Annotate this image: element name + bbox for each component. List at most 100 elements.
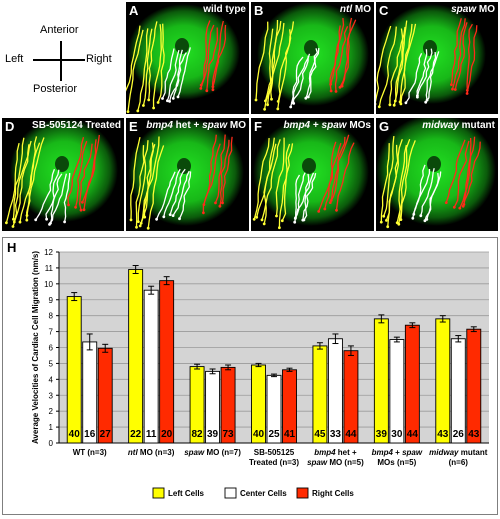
right-cell-track-end (202, 211, 205, 214)
right-cell-track-end (330, 199, 333, 202)
micrograph-image (251, 118, 374, 231)
panel-title: ntl MO (340, 4, 371, 15)
center-cell-track-end (425, 218, 428, 221)
center-cell-track-end (63, 221, 66, 224)
bar-center-cells (451, 339, 465, 443)
left-cell-track-end (276, 108, 279, 111)
left-cell-track-end (263, 108, 266, 111)
legend-label: Left Cells (168, 489, 205, 498)
panel-letter: G (379, 119, 389, 134)
panel-letter: B (254, 3, 263, 18)
compass-vertical-line (60, 41, 62, 81)
legend-label: Right Cells (312, 489, 354, 498)
right-cell-track-end (212, 88, 215, 91)
left-cell-track-end (136, 110, 139, 113)
center-cell-track-end (307, 96, 310, 99)
micrograph-image (376, 118, 498, 231)
legend-swatch (297, 488, 308, 498)
left-cell-track-end (253, 218, 256, 221)
y-tick-label: 12 (44, 248, 53, 257)
left-cell-track-end (12, 225, 15, 228)
cell-count-label: 22 (130, 429, 142, 440)
center-cell-track-end (161, 97, 164, 100)
category-label: spaw MO (n=7) (184, 448, 241, 457)
left-cell-track-end (135, 226, 138, 229)
right-cell-track-end (451, 88, 454, 91)
right-cell-track-end (67, 204, 70, 207)
left-cell-track-end (385, 219, 388, 222)
panel-letter: E (129, 119, 138, 134)
center-cell-track-end (172, 97, 175, 100)
left-cell-track-end (270, 98, 273, 101)
y-tick-label: 0 (49, 439, 54, 448)
micrograph-image (376, 2, 498, 114)
left-cell-track-end (281, 219, 284, 222)
panel-title: wild type (203, 4, 246, 15)
left-cell-track-end (152, 107, 155, 110)
category-label: ntl MO (n=3) (128, 448, 175, 457)
y-tick-label: 9 (49, 296, 54, 305)
dark-center (55, 156, 69, 172)
panel-title: midway mutant (422, 120, 495, 131)
left-cell-track-end (13, 221, 16, 224)
right-cell-track-end (330, 90, 333, 93)
center-cell-track-end (34, 218, 37, 221)
y-tick-label: 4 (49, 375, 54, 384)
center-cell-track-end (292, 102, 295, 105)
left-cell-track-end (255, 99, 258, 102)
right-cell-track-end (205, 89, 208, 92)
right-cell-track-end (450, 83, 453, 86)
cell-count-label: 11 (146, 429, 157, 440)
y-tick-label: 10 (44, 280, 53, 289)
right-cell-track-end (80, 209, 83, 212)
cell-count-label: 16 (84, 429, 96, 440)
panel-title: bmp4 + spaw MOs (283, 120, 371, 131)
left-cell-track-end (143, 216, 146, 219)
cell-count-label: 25 (268, 429, 280, 440)
y-tick-label: 2 (49, 407, 54, 416)
anterior-label: Anterior (40, 24, 79, 36)
micrograph-image (2, 118, 124, 231)
y-tick-label: 11 (45, 264, 54, 273)
cell-count-label: 39 (376, 429, 388, 440)
center-cell-track-end (172, 214, 175, 217)
bar-left-cells (129, 270, 143, 443)
right-cell-track-end (339, 86, 342, 89)
panel-letter: F (254, 119, 262, 134)
orientation-compass: Anterior Posterior Left Right (0, 0, 125, 115)
bar-center-cells (144, 290, 158, 443)
center-cell-track-end (177, 96, 180, 99)
left-cell-track-end (378, 105, 381, 108)
left-cell-track-end (277, 100, 280, 103)
left-cell-track-end (386, 225, 389, 228)
green-fluorescence (376, 118, 496, 226)
panel-letter: C (379, 3, 388, 18)
center-cell-track-end (155, 218, 158, 221)
left-cell-track-end (396, 221, 399, 224)
right-cell-track-end (462, 205, 465, 208)
y-tick-label: 3 (49, 391, 54, 400)
left-cell-track-end (139, 225, 142, 228)
center-cell-track-end (419, 214, 422, 217)
right-cell-track-end (214, 202, 217, 205)
left-cell-track-end (130, 219, 133, 222)
cell-count-label: 43 (468, 429, 480, 440)
bar-center-cells (328, 339, 342, 443)
micrograph-image (126, 118, 249, 231)
center-cell-track-end (301, 219, 304, 222)
cell-count-label: 43 (437, 429, 449, 440)
micrograph-image (251, 2, 374, 114)
y-tick-label: 1 (49, 423, 54, 432)
category-label: SB-505125 (254, 448, 295, 457)
category-label: bmp4 het + (314, 448, 357, 457)
right-cell-track-end (335, 90, 338, 93)
cell-count-label: 44 (407, 429, 419, 440)
right-cell-track-end (83, 208, 86, 211)
center-cell-track-end (289, 106, 292, 109)
left-cell-track-end (5, 221, 8, 224)
right-cell-track-end (199, 87, 202, 90)
